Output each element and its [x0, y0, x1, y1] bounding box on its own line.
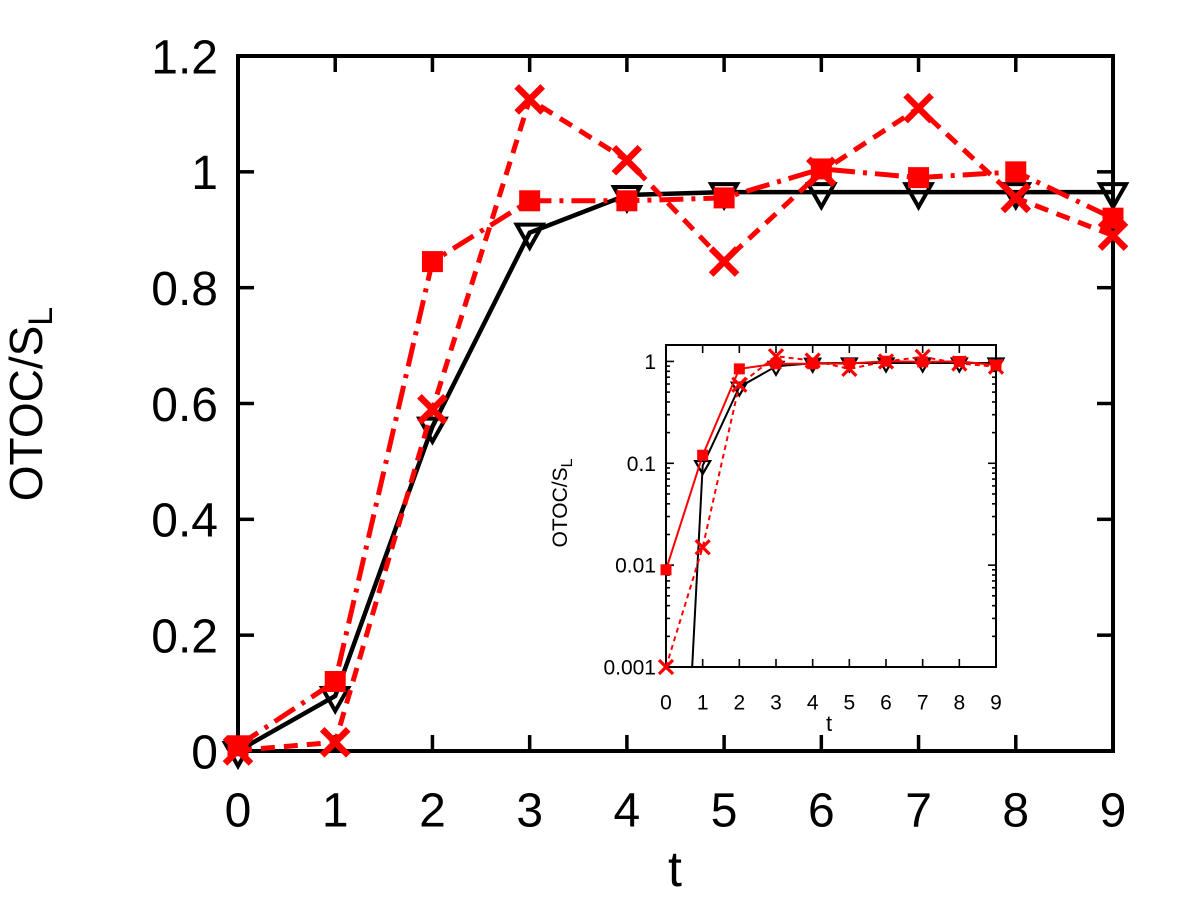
main-red-cross-series-marker-cross [903, 92, 934, 124]
main-xtick-label: 0 [225, 784, 252, 837]
inset-ytick-label: 0.01 [615, 555, 656, 578]
main-xtick-label: 9 [1100, 784, 1127, 837]
main-tick-labels: 0 1 2 3 4 5 6 7 8 9 0 0.2 0.4 0.6 0.8 1 1.2 [151, 31, 1126, 837]
main-xtick-label: 7 [905, 784, 932, 837]
inset-red-cross-series-marker-cross [951, 355, 968, 372]
main-xtick-label: 4 [614, 784, 641, 837]
inset-red-cross-series-marker-cross [841, 360, 858, 378]
inset-xtick-label: 7 [917, 692, 929, 715]
inset-xtick-label: 9 [990, 692, 1002, 715]
main-xtick-label: 8 [1002, 784, 1029, 837]
main-red-cross-series-marker-cross [222, 735, 254, 766]
inset-red-cross-series-marker-cross [877, 353, 895, 370]
main-red-square-series-marker-square [519, 190, 541, 212]
inset-red-cross-series-marker-cross [987, 358, 1005, 375]
inset-xtick-label: 8 [953, 692, 965, 715]
inset-red-cross-series-marker-cross [731, 376, 748, 393]
inset-red-square-series-marker-square [697, 449, 709, 461]
main-red-cross-series-marker-cross [1000, 182, 1032, 214]
inset-y-axis-label: OTOC/SL [549, 458, 576, 547]
inset-red-cross-series-marker-cross [914, 348, 931, 365]
inset-x-axis-label: t [826, 711, 832, 736]
inset-plot-frame [665, 344, 997, 668]
main-xtick-label: 6 [808, 784, 835, 837]
main-red-square-series-marker-square [1102, 207, 1124, 229]
inset-tick-labels: 0 1 2 3 4 5 6 7 8 9 0.001 0.01 0.1 1 [603, 351, 1001, 715]
inset-xtick-label: 2 [733, 692, 745, 715]
inset-red-square-series-marker-square [770, 358, 782, 370]
main-red-cross-series-marker-cross [417, 393, 448, 425]
main-x-axis-label: t [668, 841, 682, 897]
inset-chart: 0 1 2 3 4 5 6 7 8 9 0.001 0.01 0.1 1 t OTOC/SL [549, 344, 1006, 736]
inset-xtick-label: 5 [843, 692, 855, 715]
main-ytick-label: 1.2 [151, 31, 218, 84]
inset-black-triangle-series-markers [693, 357, 1006, 477]
inset-red-square-series-line [665, 360, 997, 571]
inset-red-cross-series-marker-cross [657, 658, 675, 676]
main-ytick-label: 1 [191, 147, 218, 200]
main-black-triangle-series-markers [221, 182, 1130, 771]
main-black-triangle-series-line [237, 189, 1113, 752]
inset-xtick-label: 6 [880, 692, 892, 715]
main-ytick-label: 0.4 [151, 495, 218, 548]
main-ytick-label: 0.6 [151, 379, 218, 432]
inset-ytick-label: 1 [644, 351, 656, 374]
main-red-cross-series-marker-cross [514, 84, 545, 115]
inset-red-square-series-marker-square [733, 363, 745, 375]
main-red-square-series-marker-square [324, 671, 346, 692]
main-red-cross-series-marker-cross [319, 727, 351, 758]
inset-red-square-series-marker-square [807, 358, 819, 370]
main-red-square-series-marker-square [908, 167, 930, 189]
main-ytick-label: 0.8 [151, 263, 218, 316]
main-xtick-label: 1 [322, 784, 349, 837]
main-red-square-series-marker-square [713, 187, 735, 209]
inset-red-square-series-markers [660, 355, 1002, 576]
main-red-cross-series-marker-cross [806, 156, 837, 188]
main-xtick-label: 3 [516, 784, 543, 837]
main-axis-ticks [236, 54, 1115, 753]
inset-red-cross-series-line [665, 355, 997, 668]
main-red-square-series-line [237, 166, 1114, 748]
main-black-triangle-series-marker-triangle [804, 182, 838, 212]
inset-xtick-label: 1 [697, 692, 709, 715]
inset-xtick-label: 4 [807, 692, 819, 715]
inset-red-square-series-marker-square [660, 564, 672, 576]
inset-ytick-label: 0.001 [603, 657, 656, 680]
inset-xtick-label: 3 [770, 692, 782, 715]
main-xtick-label: 2 [419, 784, 446, 837]
main-red-cross-series-marker-cross [708, 246, 740, 277]
main-red-cross-series-marker-cross [1097, 220, 1129, 251]
main-red-square-series-marker-square [1005, 161, 1027, 183]
main-red-cross-series-markers [222, 84, 1129, 766]
main-y-axis-label: OTOC/SL [0, 307, 60, 501]
main-black-triangle-series-marker-triangle [1096, 182, 1130, 212]
inset-xtick-label: 0 [660, 692, 672, 715]
main-ytick-label: 0.2 [151, 610, 218, 663]
inset-red-square-series-marker-square [917, 356, 929, 368]
main-black-triangle-series-marker-triangle [513, 222, 547, 252]
main-chart: 0 1 2 3 4 5 6 7 8 9 0 0.2 0.4 0.6 0.8 1 1.2 t OTOC/SL [0, 31, 1130, 897]
main-red-cross-series-marker-cross [611, 144, 643, 176]
main-red-square-series-marker-square [421, 251, 443, 273]
main-xtick-label: 5 [711, 784, 738, 837]
inset-ytick-label: 0.1 [627, 453, 656, 476]
main-red-cross-series-line [237, 95, 1114, 752]
inset-red-cross-series-marker-cross [804, 352, 821, 369]
inset-axis-ticks [665, 345, 997, 668]
inset-red-cross-series-markers [657, 348, 1005, 676]
inset-red-cross-series-marker-cross [767, 348, 785, 365]
inset-red-square-series-marker-square [843, 357, 855, 369]
main-ytick-label: 0 [191, 726, 218, 779]
main-plot-frame [236, 54, 1115, 753]
main-red-square-series-marker-square [616, 190, 638, 212]
inset-red-cross-series-marker-cross [694, 539, 711, 556]
main-red-square-series-markers [227, 158, 1124, 757]
